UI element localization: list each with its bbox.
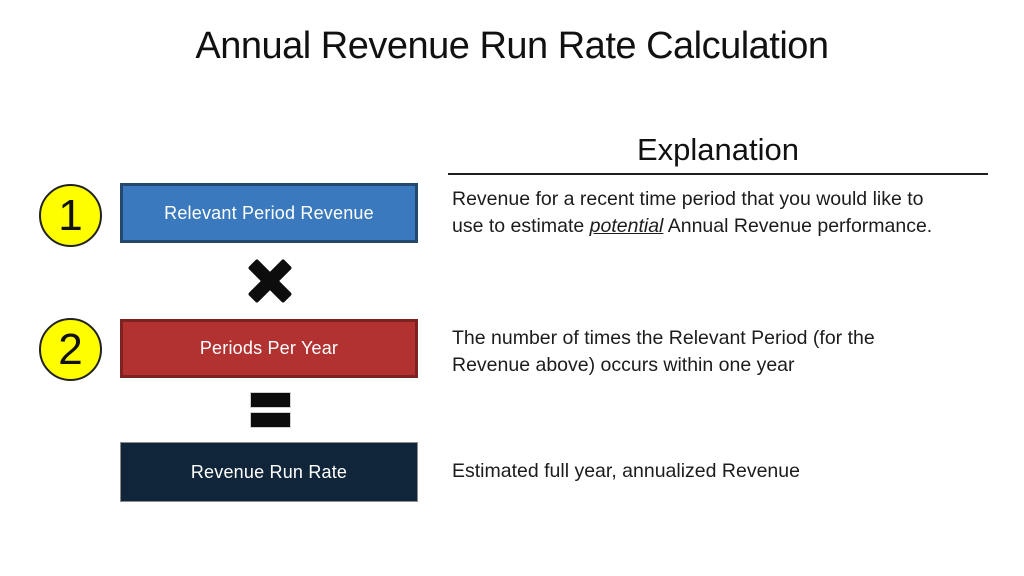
explanation-item-1-emphasis: potential <box>589 214 664 237</box>
multiply-icon <box>247 258 293 304</box>
explanation-item-3: Estimated full year, annualized Revenue <box>452 460 800 482</box>
step-box-2-label: Periods Per Year <box>199 338 339 358</box>
explanation-item-2: The number of times the Relevant Period … <box>452 327 875 376</box>
page-title: Annual Revenue Run Rate Calculation <box>195 25 829 67</box>
step-badge-1-number: 1 <box>58 190 83 240</box>
explanation-item-1-part2: Annual Revenue performance. <box>663 214 933 237</box>
result-box-revenue-run-rate: Revenue Run Rate <box>120 442 418 502</box>
step-box-periods-per-year: Periods Per Year <box>120 319 418 378</box>
equals-icon-bar <box>250 412 291 428</box>
step-box-1-label: Relevant Period Revenue <box>164 202 374 223</box>
result-box-label: Revenue Run Rate <box>190 461 348 482</box>
explanation-item-1: Revenue for a recent time period that yo… <box>452 186 1000 239</box>
equals-icon <box>250 392 292 432</box>
explanation-heading-label: Explanation <box>636 132 799 167</box>
explanation-item-1-part1: Revenue for a recent time period that yo… <box>452 188 924 237</box>
explanation-heading: Explanation <box>448 131 988 175</box>
equals-icon-bar <box>250 392 291 408</box>
step-badge-2: 2 <box>39 318 102 381</box>
step-box-relevant-period-revenue: Relevant Period Revenue <box>120 183 418 243</box>
step-badge-1: 1 <box>39 184 102 247</box>
step-badge-2-number: 2 <box>58 324 83 374</box>
